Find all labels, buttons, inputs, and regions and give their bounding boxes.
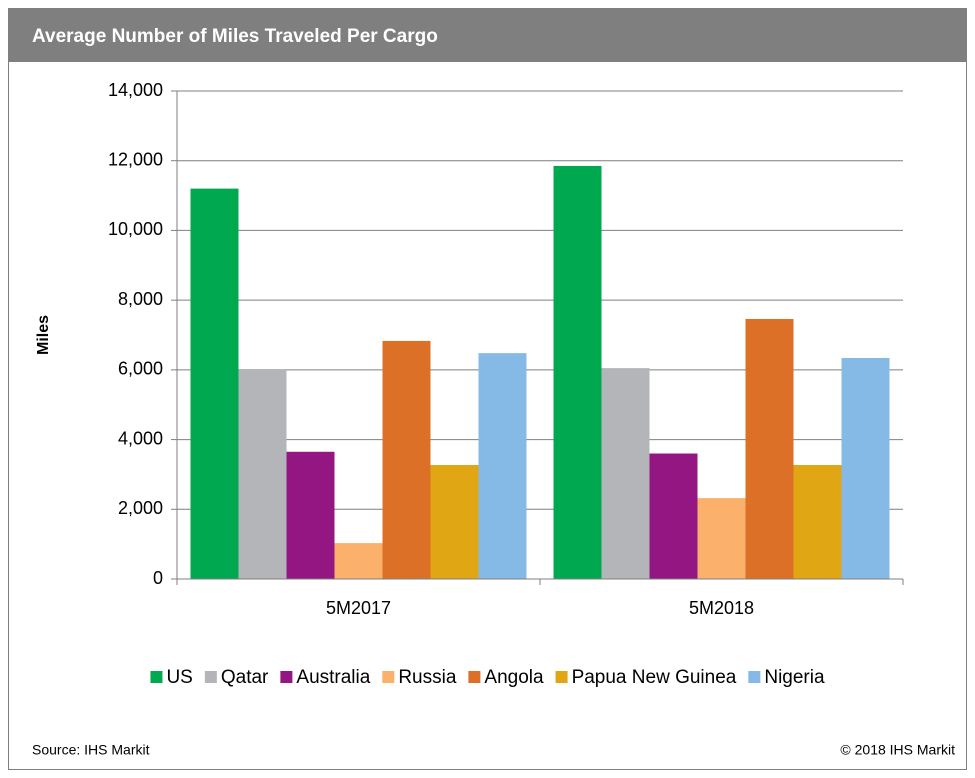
legend-label: Nigeria [764,667,825,688]
legend-swatch [150,671,163,683]
y-tick-label: 12,000 [108,149,163,169]
bar [649,453,698,579]
bar [478,353,527,579]
bar [697,498,746,579]
bar [553,165,602,579]
y-axis-label: Miles [35,315,52,355]
y-tick-label: 2,000 [118,498,163,518]
y-tick-label: 6,000 [118,359,163,379]
bar [382,340,431,579]
x-tick-label: 5M2017 [326,598,391,618]
bar [601,368,650,579]
title-bar [8,8,967,62]
legend-swatch [468,671,481,683]
copyright: © 2018 IHS Markit [840,742,955,758]
bar [841,358,890,579]
y-tick-label: 8,000 [118,289,163,309]
bar [238,369,287,579]
legend-swatch [204,671,217,683]
y-tick-label: 10,000 [108,219,163,239]
y-tick-label: 4,000 [118,428,163,448]
legend-swatch [382,671,395,683]
legend-swatch [748,671,761,683]
y-tick-label: 0 [153,568,163,588]
legend-label: Angola [484,667,544,688]
legend-label: Papua New Guinea [572,667,737,688]
bar [286,451,335,579]
chart-title: Average Number of Miles Traveled Per Car… [32,26,438,47]
bar [745,318,794,579]
legend-label: Australia [296,667,370,688]
legend-label: Qatar [221,667,269,688]
legend-label: US [166,667,192,688]
source: Source: IHS Markit [32,742,150,758]
bar [793,465,842,579]
bar [190,188,239,579]
y-tick-label: 14,000 [108,80,163,100]
legend-label: Russia [398,667,457,688]
bar [430,465,479,579]
x-tick-label: 5M2018 [689,598,754,618]
legend-swatch [555,671,568,683]
bar [334,543,383,579]
legend-swatch [280,671,293,683]
